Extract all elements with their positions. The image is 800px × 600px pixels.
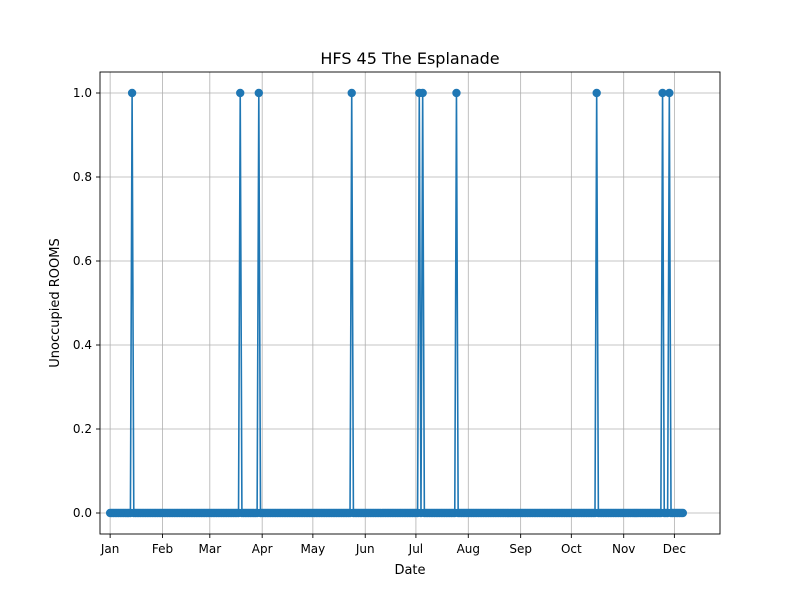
x-tick-label: Sep — [509, 542, 532, 556]
x-tick-label: Aug — [457, 542, 480, 556]
x-tick-label: Apr — [252, 542, 273, 556]
plot-frame — [99, 71, 721, 535]
peak-point — [127, 88, 137, 98]
peak-point — [665, 88, 674, 98]
peak-point — [452, 88, 461, 98]
x-tick-label: May — [300, 542, 325, 556]
peak-point — [236, 88, 245, 98]
peak-point — [347, 88, 356, 98]
series-layer — [105, 88, 688, 518]
x-tick-label: Dec — [663, 542, 686, 556]
x-axis-label: Date — [394, 563, 425, 578]
peak-point — [592, 88, 601, 98]
x-axis: Jan Feb Mar Apr May Jun Jul Aug Sep Oct Nov Dec — [100, 534, 686, 556]
x-tick-label: Jan — [100, 542, 120, 556]
y-tick-label: 0.8 — [73, 170, 92, 184]
grid-layer — [100, 72, 720, 534]
x-tick-label: Jul — [408, 542, 423, 556]
x-tick-label: Feb — [152, 542, 173, 556]
data-point — [678, 508, 688, 518]
y-tick-label: 0.4 — [73, 338, 92, 352]
x-tick-label: Oct — [561, 542, 582, 556]
y-tick-label: 0.0 — [73, 506, 92, 520]
x-tick-label: Nov — [612, 542, 635, 556]
y-tick-label: 0.2 — [73, 422, 92, 436]
points-layer — [105, 88, 688, 518]
peak-point — [418, 88, 427, 98]
x-tick-label: Mar — [198, 542, 221, 556]
y-axis: 0.0 0.2 0.4 0.6 0.8 1.0 — [73, 86, 100, 520]
peak-point — [658, 88, 667, 98]
x-tick-label: Jun — [355, 542, 375, 556]
chart-title: HFS 45 The Esplanade — [320, 49, 499, 68]
y-tick-label: 1.0 — [73, 86, 92, 100]
y-tick-label: 0.6 — [73, 254, 92, 268]
peak-point — [254, 88, 263, 98]
y-axis-label: Unoccupied ROOMS — [48, 238, 63, 367]
